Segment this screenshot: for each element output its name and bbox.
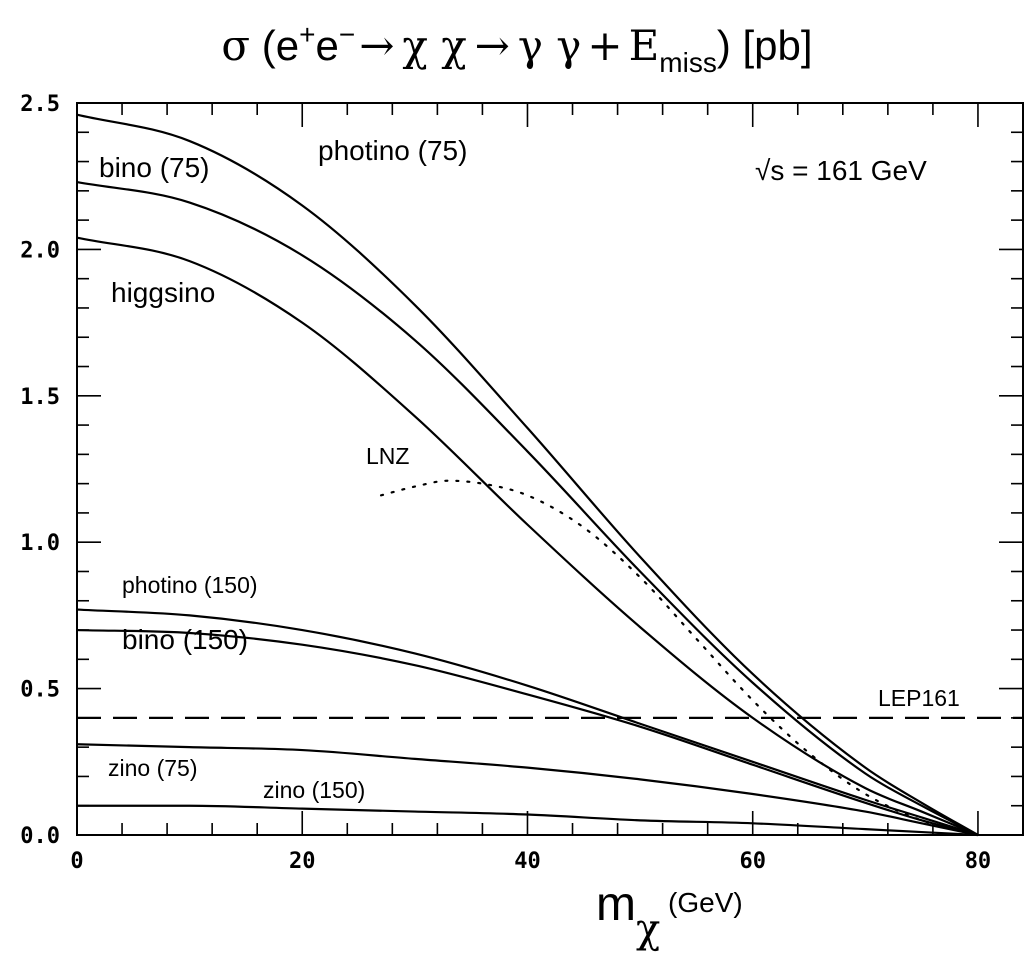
axis-tick-labels: 0 20 40 60 80 0.0 0.5 1.0 1.5 2.0 2.5 bbox=[20, 92, 991, 874]
x-tick-label: 40 bbox=[514, 849, 541, 874]
y-tick-label: 2.0 bbox=[20, 238, 60, 263]
y-tick-label: 0.0 bbox=[20, 824, 60, 849]
y-tick-label: 1.0 bbox=[20, 531, 60, 556]
label-lep161: LEP161 bbox=[878, 685, 960, 711]
series-line-photino-75 bbox=[76, 113, 979, 836]
y-tick-label: 1.5 bbox=[20, 385, 60, 410]
label-bino-75: bino (75) bbox=[99, 152, 210, 183]
label-zino-75: zino (75) bbox=[108, 755, 197, 781]
label-lnz: LNZ bbox=[366, 443, 409, 469]
chart-title: σ (e+e−→ χ χ → γ γ + Emiss) [pb] bbox=[221, 19, 812, 78]
x-tick-label: 80 bbox=[965, 849, 992, 874]
series-line-zino-75 bbox=[76, 743, 979, 837]
y-tick-label: 0.5 bbox=[20, 678, 60, 703]
series-line-zino-150 bbox=[76, 804, 979, 837]
y-tick-label: 2.5 bbox=[20, 92, 60, 117]
series-line-lnz bbox=[379, 479, 980, 837]
series-line-higgsino bbox=[76, 236, 979, 837]
series-line-bino-150 bbox=[76, 628, 979, 837]
series-line-photino-150 bbox=[76, 608, 979, 837]
label-photino-150: photino (150) bbox=[122, 572, 258, 598]
x-tick-label: 0 bbox=[70, 849, 83, 874]
label-zino-150: zino (150) bbox=[263, 777, 365, 803]
plot-frame bbox=[76, 102, 1024, 836]
x-tick-label: 20 bbox=[289, 849, 316, 874]
series-line-bino-75 bbox=[76, 180, 979, 836]
label-higgsino: higgsino bbox=[111, 277, 215, 308]
label-bino-150: bino (150) bbox=[122, 624, 248, 655]
data-series bbox=[76, 113, 1023, 837]
label-photino-75: photino (75) bbox=[318, 135, 467, 166]
energy-annotation: √s = 161 GeV bbox=[755, 155, 927, 186]
x-tick-label: 60 bbox=[739, 849, 766, 874]
x-axis-label: mχ (GeV) bbox=[596, 878, 743, 952]
